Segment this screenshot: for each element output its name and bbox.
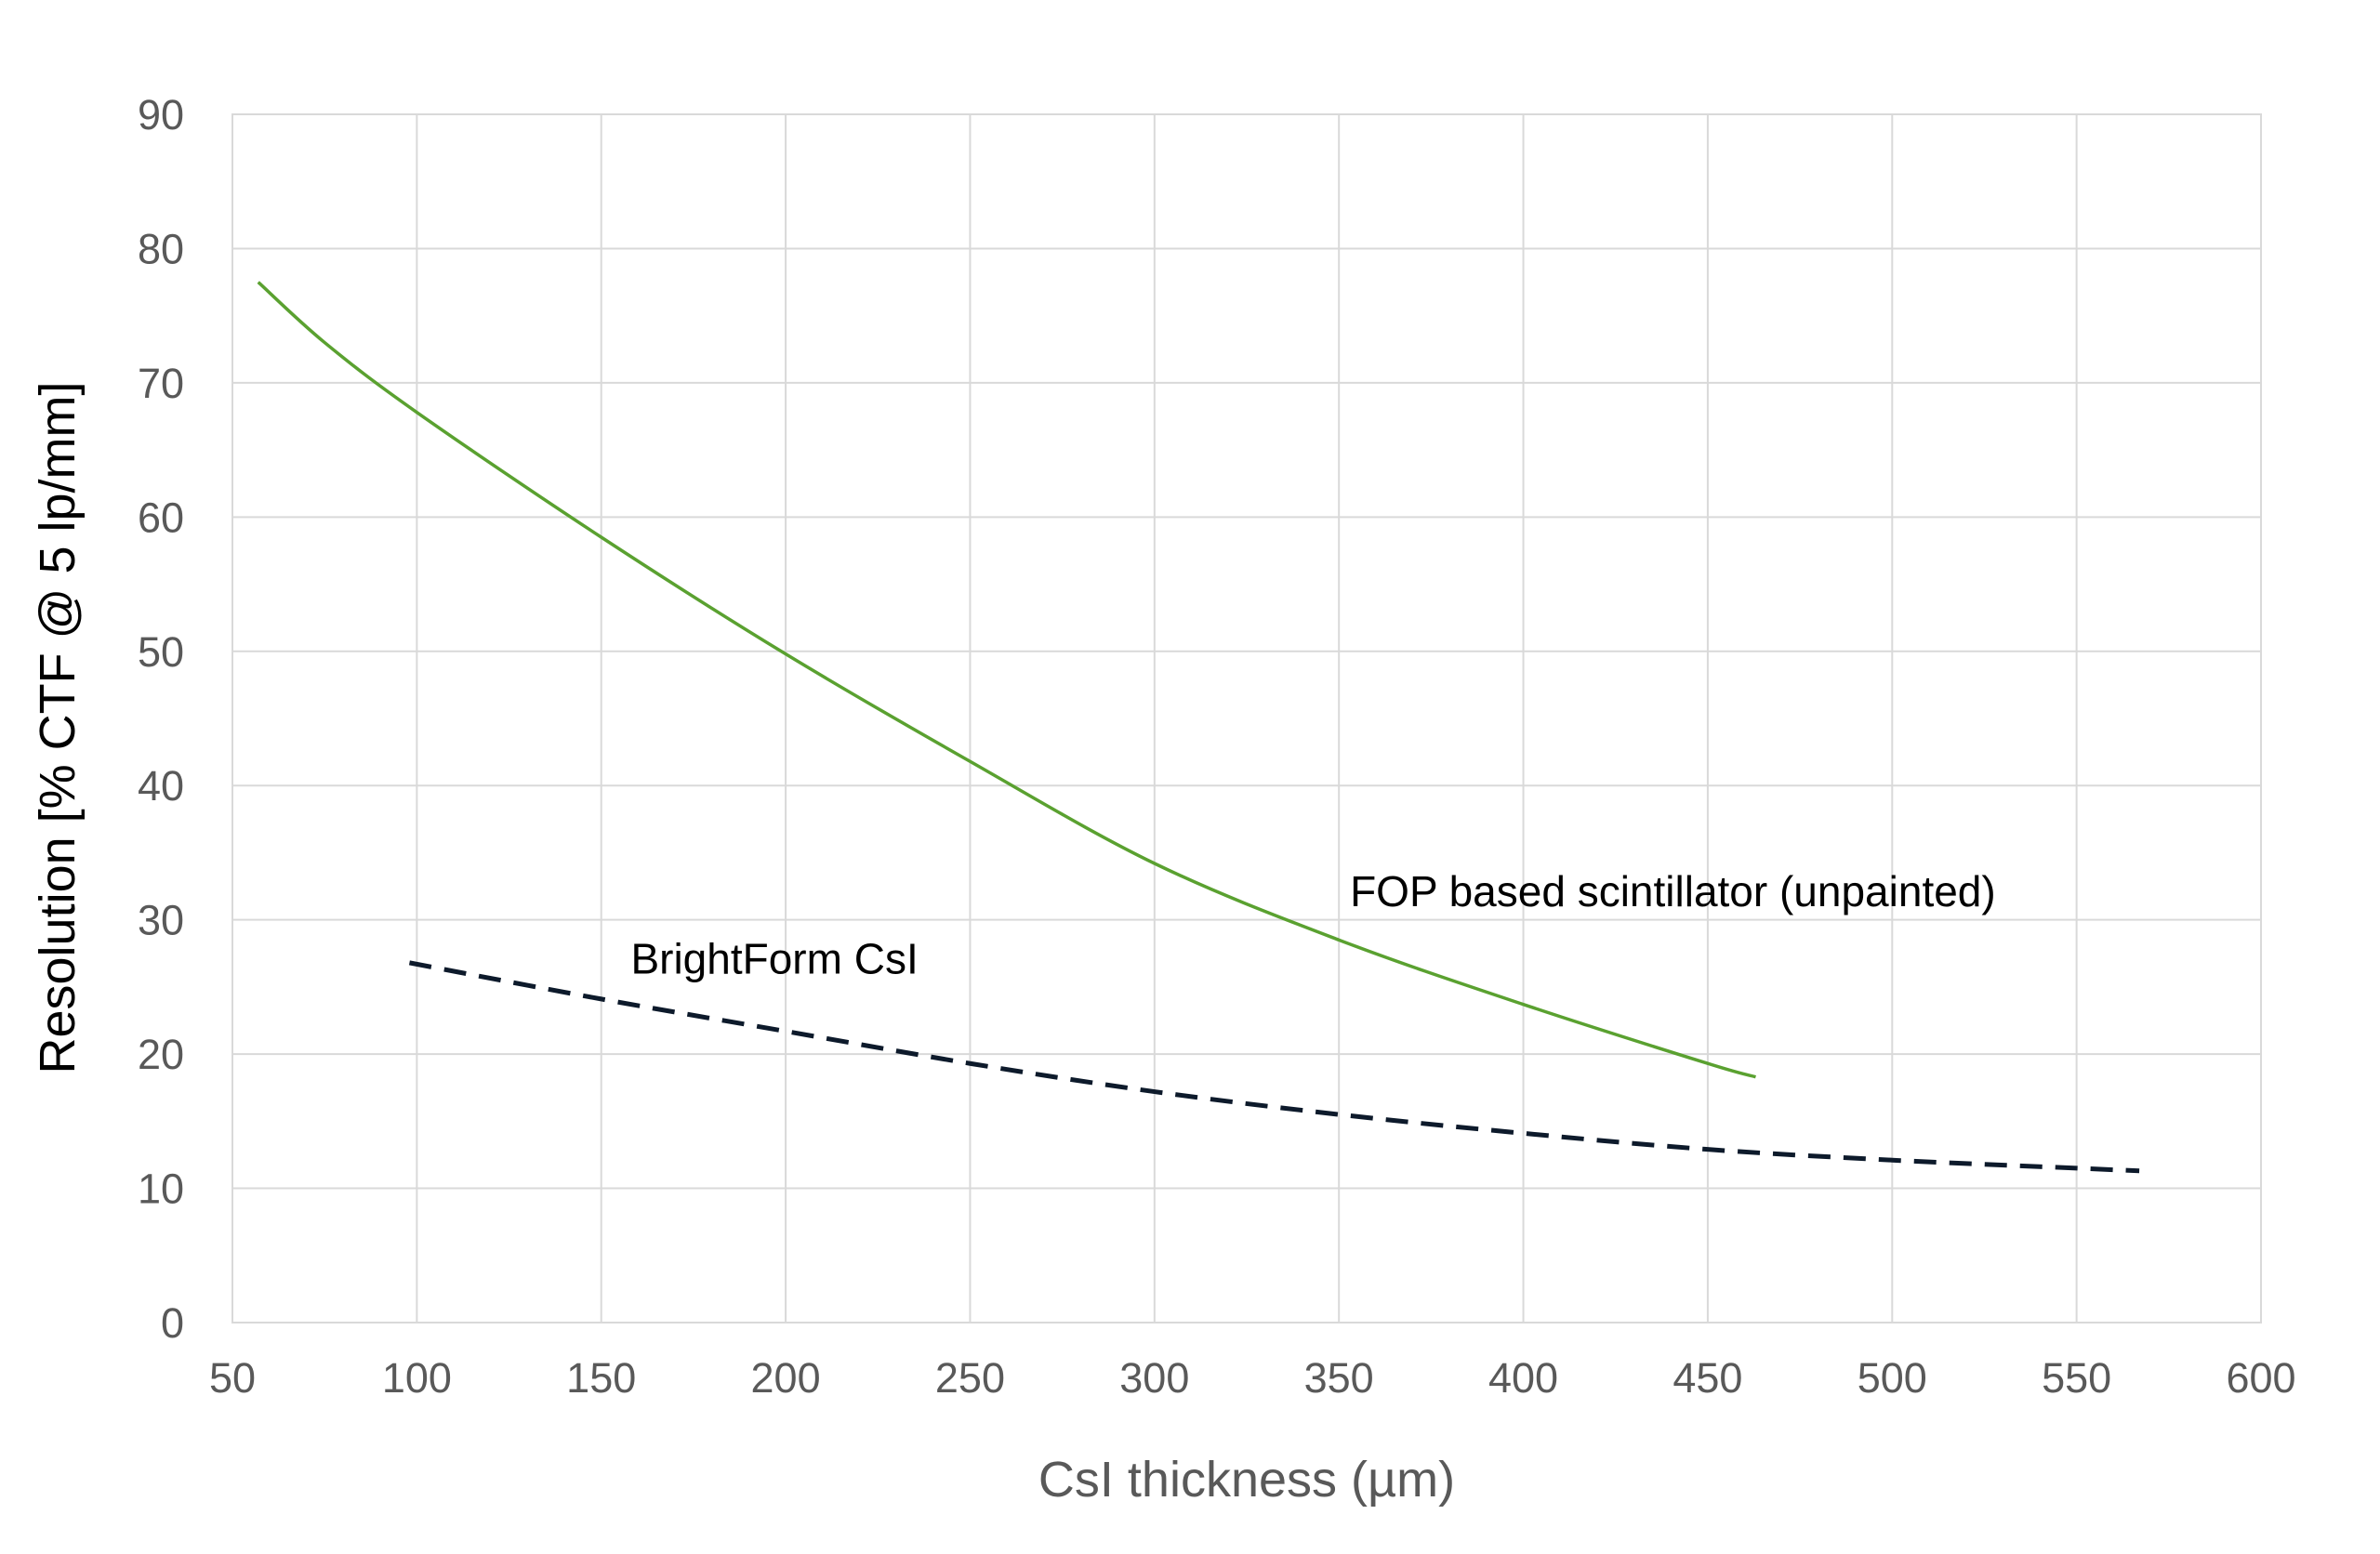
x-axis-tick-labels: 50 100 150 200 250 300 350 400 450 500 550 600 (209, 1354, 2296, 1402)
x-tick-label: 50 (209, 1354, 256, 1402)
y-tick-label: 10 (138, 1166, 184, 1213)
y-tick-label: 20 (138, 1031, 184, 1078)
annotation-label: BrightForm CsI (630, 934, 918, 982)
y-tick-label: 70 (138, 360, 184, 407)
y-tick-label: 30 (138, 897, 184, 944)
grid-lines (231, 113, 2262, 1324)
y-axis-tick-labels: 0 10 20 30 40 50 60 70 80 90 (138, 91, 184, 1347)
y-tick-label: 40 (138, 762, 184, 810)
x-tick-label: 300 (1119, 1354, 1189, 1402)
y-tick-label: 90 (138, 91, 184, 138)
x-axis-title: CsI thickness (µm) (1038, 1452, 1455, 1508)
x-tick-label: 500 (1858, 1354, 1927, 1402)
annotation-label: FOP based scintillator (unpainted) (1350, 867, 1996, 915)
series-layer (257, 281, 2140, 1174)
x-tick-label: 400 (1488, 1354, 1558, 1402)
fop-scintillator-line (257, 281, 1756, 1079)
brightform-csi-line (408, 960, 2140, 1174)
y-axis-title: Resolution [% CTF @ 5 lp/mm] (30, 381, 86, 1073)
annotations: FOP based scintillator (unpainted) Bright… (630, 867, 1995, 982)
x-tick-label: 200 (751, 1354, 821, 1402)
x-tick-label: 550 (2042, 1354, 2111, 1402)
x-tick-label: 600 (2226, 1354, 2295, 1402)
plot-area-frame (231, 113, 2262, 1324)
x-tick-label: 350 (1304, 1354, 1374, 1402)
y-tick-label: 80 (138, 225, 184, 272)
x-tick-label: 150 (566, 1354, 636, 1402)
y-tick-label: 60 (138, 494, 184, 541)
x-tick-label: 250 (935, 1354, 1005, 1402)
x-tick-label: 100 (382, 1354, 452, 1402)
y-tick-label: 50 (138, 628, 184, 676)
x-tick-label: 450 (1673, 1354, 1742, 1402)
y-tick-label: 0 (161, 1299, 184, 1347)
